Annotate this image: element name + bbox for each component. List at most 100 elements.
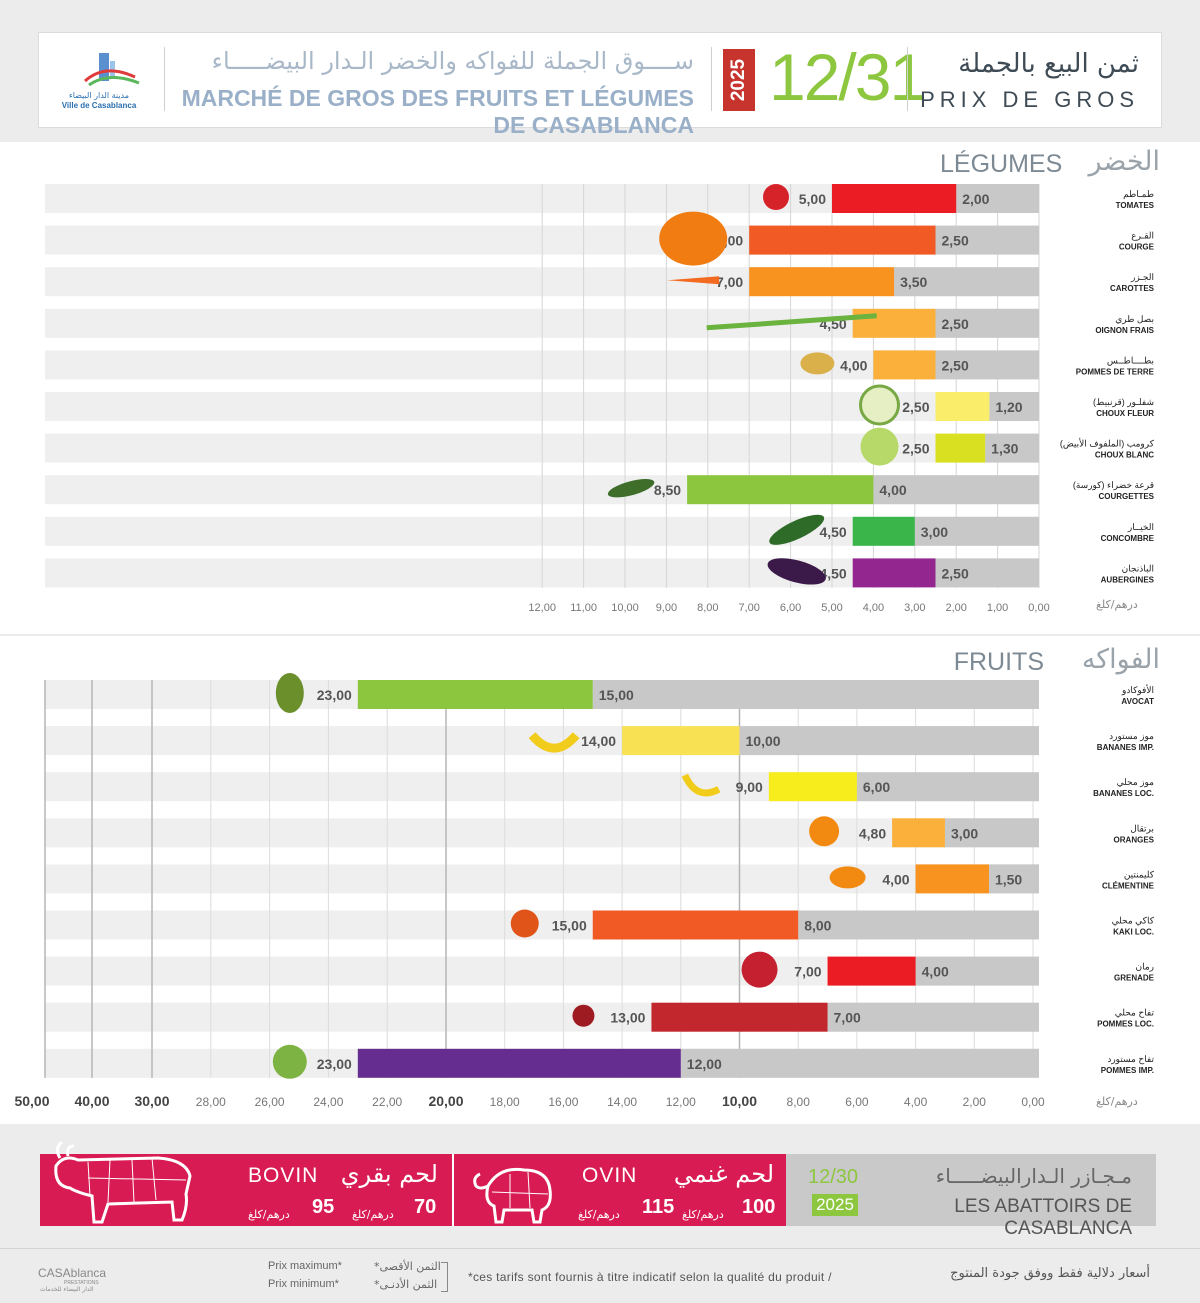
spring-onion-icon — [706, 313, 877, 331]
max-value-label: 4,50 — [819, 524, 846, 540]
x-tick-label: 8,00 — [787, 1095, 811, 1109]
apple-loc-icon — [572, 1004, 595, 1027]
footer-brand: CASAblanca — [38, 1266, 107, 1280]
x-tick-label: 9,00 — [656, 602, 677, 614]
x-tick-label: 12,00 — [666, 1095, 696, 1109]
min-bar — [856, 772, 1039, 802]
min-value-label: 15,00 — [599, 687, 634, 703]
row-label-ar: موز محلي — [1117, 777, 1155, 788]
clementine-icon — [829, 866, 866, 889]
max-value-label: 4,80 — [859, 825, 886, 841]
max-value-label: 2,50 — [902, 441, 929, 457]
min-bar — [956, 184, 1039, 213]
min-value-label: 2,00 — [962, 191, 989, 207]
apples-imp-icon — [272, 1044, 307, 1079]
min-bar — [935, 350, 1039, 380]
kaki-icon — [510, 909, 539, 938]
row-label-fr: POMMES IMP. — [1101, 1066, 1154, 1075]
footer-note-ar: أسعار دلالية فقط ووفق جودة المنتوج — [950, 1266, 1150, 1281]
row-label-ar: رمان — [1135, 962, 1154, 973]
x-tick-label: 20,00 — [428, 1093, 463, 1109]
abattoir-title-fr: LES ABATTOIRS DE CASABLANCA — [954, 1196, 1132, 1239]
row-label-fr: CONCOMBRE — [1101, 534, 1155, 543]
max-bar — [827, 956, 916, 986]
abattoir-title-ar: مـجـازر الـدارالبيضـــــاء — [935, 1164, 1132, 1188]
min-bar — [914, 516, 1039, 546]
price-title-fr: PRIX DE GROS — [920, 87, 1139, 112]
ovin-label-fr: OVIN — [582, 1164, 638, 1187]
logo-caption-fr: Ville de Casablanca — [61, 101, 137, 110]
max-value-label: 7,00 — [716, 274, 743, 290]
row-label-fr: POMMES LOC. — [1097, 1020, 1154, 1029]
min-value-label: 12,00 — [687, 1056, 722, 1072]
bovin-max-price: 95 — [312, 1196, 335, 1218]
row-label-ar: موز مستورد — [1109, 731, 1154, 742]
market-title-fr: MARCHÉ DE GROS DES FRUITS ET LÉGUMES DE … — [181, 85, 694, 138]
row-label-fr: CLÉMENTINE — [1102, 881, 1155, 890]
max-bar — [651, 1002, 828, 1032]
fruits-unit: درهم/كلغ — [1096, 1095, 1138, 1108]
min-value-label: 4,00 — [922, 964, 949, 980]
x-tick-label: 2,00 — [963, 1095, 987, 1109]
min-value-label: 3,00 — [951, 825, 978, 841]
row-label-ar: شفلـور (قرنبيط) — [1093, 397, 1154, 408]
min-bar — [985, 433, 1039, 463]
max-bar — [852, 558, 936, 588]
max-value-label: 23,00 — [317, 687, 352, 703]
row-label-fr: ORANGES — [1114, 835, 1155, 844]
vegetables-title-ar: الخضر — [1088, 146, 1160, 177]
max-value-label: 4,00 — [840, 357, 867, 373]
min-value-label: 6,00 — [863, 779, 890, 795]
x-tick-label: 18,00 — [490, 1095, 520, 1109]
min-bar — [827, 1002, 1039, 1032]
max-value-label: 4,00 — [882, 871, 909, 887]
x-tick-label: 8,00 — [697, 602, 718, 614]
max-value-label: 4,50 — [819, 565, 846, 581]
bovin-max-unit: درهم/كلغ — [248, 1208, 290, 1221]
max-bar — [852, 516, 915, 546]
max-bar — [592, 910, 799, 940]
min-bar — [935, 558, 1039, 588]
min-value-label: 2,50 — [942, 357, 969, 373]
bovin-min-price: 70 — [414, 1196, 437, 1218]
carrot-icon — [667, 276, 720, 285]
bovin-label-fr: BOVIN — [248, 1164, 319, 1187]
row-label-ar: الخيــار — [1127, 522, 1154, 533]
max-bar — [357, 1048, 681, 1078]
row-label-fr: OIGNON FRAIS — [1095, 326, 1154, 335]
max-bar — [749, 267, 895, 297]
x-tick-label: 14,00 — [607, 1095, 637, 1109]
row-label-ar: بطــــاطــس — [1107, 355, 1154, 366]
meat-band — [40, 1154, 786, 1226]
x-tick-label: 4,00 — [863, 602, 884, 614]
market-title-ar: ســــوق الجملة للفواكه والخضر الـدار الب… — [211, 47, 694, 75]
row-label-ar: كليمنتين — [1124, 869, 1155, 880]
fruits-title-ar: الفواكه — [1081, 644, 1160, 675]
pumpkin-icon — [659, 211, 728, 266]
x-tick-label: 40,00 — [74, 1093, 109, 1109]
ovin-min-unit: درهم/كلغ — [682, 1208, 724, 1221]
ovin-min-price: 100 — [742, 1196, 776, 1218]
ovin-label-ar: لحم غنمي — [673, 1160, 774, 1188]
row-label-ar: تفاح مستورد — [1107, 1054, 1154, 1065]
ovin-icon — [473, 1167, 552, 1224]
row-label-fr: TOMATES — [1116, 201, 1155, 210]
x-tick-label: 12,00 — [528, 602, 556, 614]
row-label-ar: الأفوكادو — [1121, 684, 1154, 696]
eggplant-icon — [767, 558, 826, 585]
max-bar — [892, 818, 945, 848]
row-label-fr: BANANES IMP. — [1097, 743, 1154, 752]
min-value-label: 3,00 — [921, 524, 948, 540]
min-value-label: 2,50 — [942, 233, 969, 249]
legend-max-fr: Prix maximum* — [268, 1260, 342, 1272]
max-bar — [687, 475, 874, 505]
bovin-min-unit: درهم/كلغ — [352, 1208, 394, 1221]
row-background — [45, 818, 1039, 848]
max-value-label: 15,00 — [552, 918, 587, 934]
row-label-ar: الجـزر — [1130, 272, 1154, 283]
x-tick-label: 0,00 — [1028, 602, 1049, 614]
min-value-label: 3,50 — [900, 274, 927, 290]
x-tick-label: 11,00 — [570, 602, 597, 614]
